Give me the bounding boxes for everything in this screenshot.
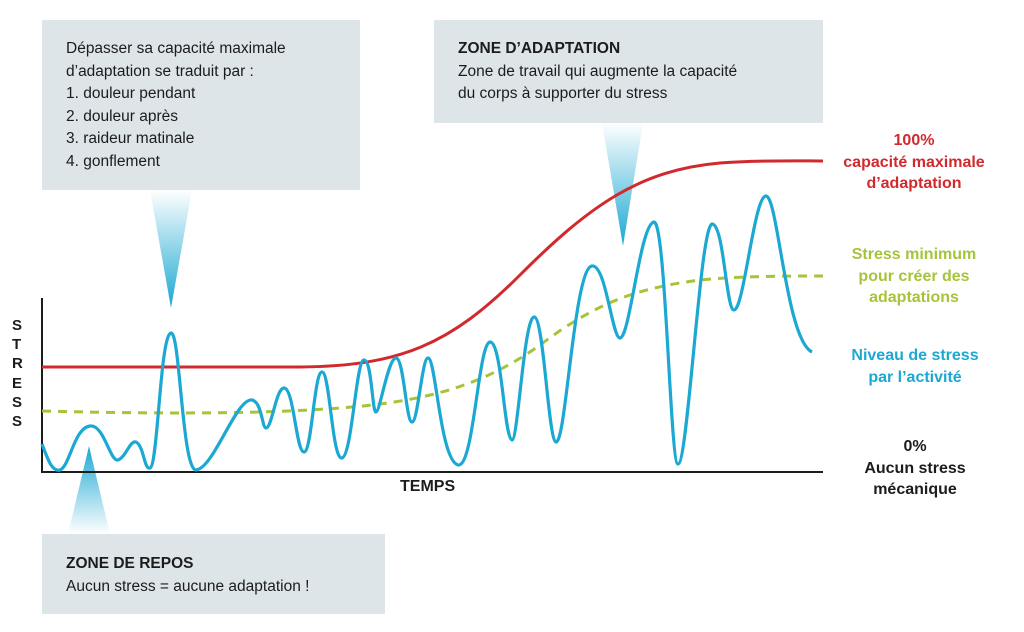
y-axis-label: STRESS (12, 317, 43, 431)
zero-legend-line-3: mécanique (873, 481, 957, 498)
zero-legend-line-1: 0% (903, 438, 927, 455)
min-stress-legend: Stress minimum pour créer des adaptation… (824, 244, 1004, 309)
x-axis-label: TEMPS (400, 478, 456, 495)
max-capacity-legend-line-2: capacité maximale (843, 153, 985, 171)
overload-line-3: 1. douleur pendant (66, 85, 196, 102)
rest-pointer (68, 446, 110, 534)
adaptation-line-1: Zone de travail qui augmente la capacité (458, 62, 738, 80)
activity-legend-line-2: par l’activité (868, 368, 962, 386)
overload-line-6: 4. gonflement (66, 152, 160, 170)
min-stress-legend-line-1: Stress minimum (851, 246, 977, 263)
adaptation-pointer (602, 123, 643, 246)
adaptation-line-2: du corps à supporter du stress (458, 85, 668, 102)
max-capacity-curve (42, 159, 824, 369)
activity-legend-line-1: Niveau de stress (851, 347, 979, 364)
adaptation-zone-title: ZONE D’ADAPTATION (458, 40, 621, 57)
overload-line-4: 2. douleur après (66, 107, 179, 125)
max-capacity-legend-line-3: d’adaptation (866, 175, 962, 192)
activity-stress-legend: Niveau de stress par l’activité (830, 345, 1000, 388)
overload-line-5: 3. raideur matinale (66, 130, 195, 147)
max-capacity-legend: 100% capacité maximale d’adaptation (824, 130, 1004, 195)
zero-stress-legend: 0% Aucun stress mécanique (845, 436, 985, 501)
overload-pointer (150, 190, 192, 308)
adaptation-zone-callout: ZONE D’ADAPTATION Zone de travail qui au… (434, 20, 823, 123)
min-stress-curve (41, 274, 824, 415)
max-capacity-legend-line-1: 100% (893, 132, 935, 149)
overload-line-1: Dépasser sa capacité maximale (66, 40, 286, 57)
min-stress-legend-line-3: adaptations (869, 289, 959, 306)
overload-callout: Dépasser sa capacité maximale d’adaptati… (42, 20, 360, 190)
activity-stress-curve (40, 194, 813, 472)
overload-line-2: d’adaptation se traduit par : (66, 62, 254, 80)
rest-zone-callout: ZONE DE REPOS Aucun stress = aucune adap… (42, 534, 385, 614)
min-stress-legend-line-2: pour créer des (858, 267, 970, 285)
rest-line-1: Aucun stress = aucune adaptation ! (66, 577, 310, 595)
rest-zone-title: ZONE DE REPOS (66, 555, 194, 572)
zero-legend-line-2: Aucun stress (864, 459, 966, 477)
